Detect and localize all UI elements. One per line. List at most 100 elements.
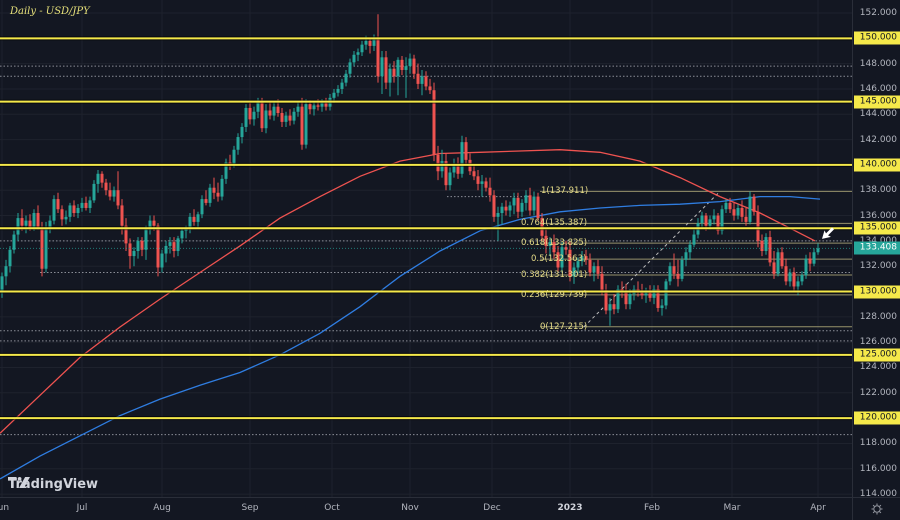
candle-body [148, 220, 152, 230]
price-axis[interactable]: 152.000 148.000 146.000 144.000 142.000 138.0… [852, 0, 900, 500]
candle-body [280, 113, 284, 122]
level-price-tag: 130.000 [854, 285, 900, 299]
price-tick-label: 152.000 [859, 8, 897, 18]
candle-body [672, 266, 676, 274]
candle-body [36, 213, 40, 229]
candle-body [480, 181, 484, 184]
candle-body [736, 207, 740, 216]
candle-body [384, 57, 388, 83]
fib-label-0: 0(127.215) [540, 321, 588, 332]
candle-body [324, 102, 328, 107]
time-tick-label: Mar [723, 503, 741, 513]
level-price-tag: 135.000 [854, 221, 900, 235]
candle-body [416, 73, 420, 84]
candle-body [556, 252, 560, 268]
candle-body [748, 196, 752, 222]
candle-body [60, 209, 64, 220]
candle-body [472, 171, 476, 177]
arrow-pointer-icon [822, 227, 834, 239]
fib-label-0-618: 0.618(133.825) [521, 238, 588, 249]
fib-label-0-236: 0.236(129.739) [521, 289, 588, 300]
price-tick-label: 128.000 [859, 311, 897, 322]
axis-settings-button[interactable] [852, 497, 900, 520]
candle-body [772, 262, 776, 274]
candle-body [428, 86, 432, 91]
candle-body [352, 54, 356, 63]
candle-body [724, 202, 728, 210]
candle-body [584, 256, 588, 260]
candle-body [320, 102, 324, 107]
time-axis[interactable]: Jun Jul Aug Sep Oct Nov Dec 2023 Feb Mar Apr [0, 497, 852, 520]
candle-body [152, 220, 156, 226]
candle-body [28, 220, 32, 229]
candle-body [448, 172, 452, 186]
candle-body [564, 247, 568, 250]
time-tick-label: Sep [241, 503, 259, 513]
candle-body [588, 259, 592, 273]
candle-body [404, 66, 408, 70]
candle-body [88, 200, 92, 208]
candle-body [628, 294, 632, 305]
candle-body [532, 196, 536, 211]
candle-body [180, 230, 184, 239]
candle-body [444, 161, 448, 186]
candle-body [104, 182, 108, 191]
candle-body [132, 251, 136, 257]
candle-body [544, 235, 548, 246]
price-tick-label: 144.000 [859, 109, 897, 120]
candle-body [788, 272, 792, 282]
candle-body [24, 220, 28, 226]
candle-body [212, 187, 216, 193]
candle-body [276, 106, 280, 114]
candle-body [368, 40, 372, 46]
time-tick-label: Oct [324, 503, 340, 513]
price-tick-label: 146.000 [859, 83, 897, 94]
candle-body [232, 149, 236, 165]
candle-body [364, 40, 368, 45]
candle-body [768, 237, 772, 263]
candle-body [648, 291, 652, 298]
candle-body [520, 202, 524, 212]
candle-body [808, 258, 812, 264]
price-tick-label: 138.000 [859, 185, 897, 196]
candle-body [72, 205, 76, 214]
candle-body [676, 273, 680, 279]
candle-body [784, 266, 788, 282]
time-tick-label: Apr [810, 503, 826, 513]
time-tick-label: Dec [483, 503, 501, 513]
candle-body [264, 110, 268, 129]
candle-body [100, 173, 104, 183]
candle-body [116, 190, 120, 206]
candle-body [396, 59, 400, 77]
candle-body [728, 202, 732, 210]
candle-body [760, 240, 764, 252]
candle-body [400, 59, 404, 70]
price-tick-label: 122.000 [859, 387, 897, 398]
ma-200-line [0, 195, 821, 480]
candle-body [140, 240, 144, 250]
price-chart-canvas[interactable] [0, 0, 852, 497]
candle-body [20, 218, 24, 226]
price-tick-label: 116.000 [859, 463, 897, 474]
time-tick-label: 2023 [557, 503, 583, 513]
candle-body [668, 266, 672, 282]
candle-body [84, 202, 88, 208]
candle-body [488, 187, 492, 196]
candle-body [764, 237, 768, 252]
candle-body [76, 207, 80, 214]
price-tick-label: 136.000 [859, 210, 897, 221]
candle-body [336, 88, 340, 93]
plot-area[interactable]: Daily - USD/JPY 1(137.911) 0.764(135.387)… [0, 0, 852, 497]
candle-body [740, 207, 744, 217]
fib-label-0-5: 0.5(132.563) [531, 254, 587, 265]
candle-body [608, 304, 612, 311]
candle-body [656, 288, 660, 308]
price-tick-label: 114.000 [859, 489, 897, 500]
candle-body [112, 190, 116, 197]
candle-body [344, 73, 348, 83]
tradingview-logo-icon [8, 477, 30, 488]
price-tick-label: 118.000 [859, 438, 897, 449]
candle-body [568, 249, 572, 277]
time-tick-label: Jul [76, 503, 88, 513]
candle-body [4, 266, 8, 277]
